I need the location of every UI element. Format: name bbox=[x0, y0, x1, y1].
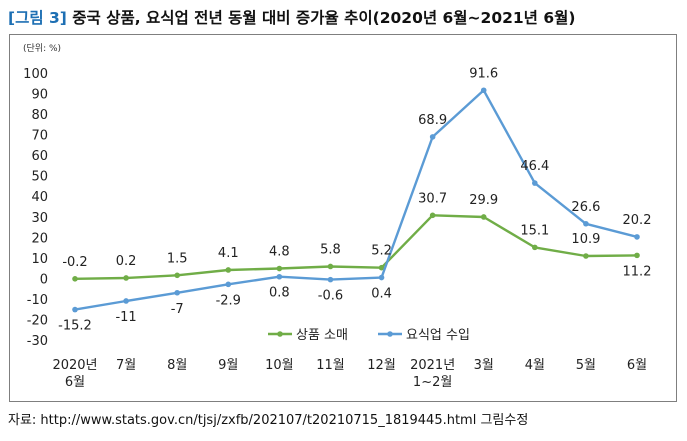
series-line-catering bbox=[74, 89, 638, 311]
data-label: 5.2 bbox=[371, 244, 392, 259]
data-label: 68.9 bbox=[418, 113, 447, 128]
data-label: -0.6 bbox=[318, 289, 343, 304]
x-tick-label: 7월 bbox=[116, 358, 136, 373]
data-point bbox=[583, 220, 589, 227]
y-tick-label: 60 bbox=[31, 149, 48, 164]
legend-swatch-marker bbox=[277, 331, 283, 337]
legend-label: 요식업 수입 bbox=[406, 328, 470, 343]
data-point bbox=[634, 234, 640, 240]
legend-swatch-marker bbox=[387, 331, 393, 337]
x-axis: 2020년 6월 7월 8월 9월 10월 11월 12월 2021년 1~2월 3월 4월 5월 6월 bbox=[52, 358, 647, 390]
data-point bbox=[225, 281, 232, 288]
data-point bbox=[327, 276, 334, 283]
data-label: 0.2 bbox=[116, 254, 137, 269]
x-tick-label: 10월 bbox=[265, 358, 294, 373]
x-tick-label: 6월 bbox=[627, 358, 647, 373]
data-point bbox=[378, 264, 385, 271]
data-label-layer: -0.2 0.2 1.5 4.1 4.8 5.8 5.2 30.7 29.9 15.1 10.9 11… bbox=[58, 66, 651, 333]
data-point bbox=[429, 134, 436, 140]
data-label: 4.1 bbox=[218, 246, 239, 261]
data-label: 1.5 bbox=[167, 251, 188, 266]
data-label: -0.2 bbox=[62, 255, 87, 270]
x-tick-label: 2021년 bbox=[410, 358, 455, 373]
y-tick-label: 0 bbox=[40, 272, 48, 287]
data-point bbox=[174, 289, 180, 296]
data-label: -2.9 bbox=[216, 293, 241, 308]
y-tick-label: 100 bbox=[23, 67, 48, 82]
data-label: 0.4 bbox=[371, 287, 392, 302]
y-tick-label: 30 bbox=[31, 211, 48, 226]
data-point bbox=[480, 87, 487, 94]
data-label: 5.8 bbox=[320, 242, 341, 257]
data-point bbox=[123, 275, 129, 281]
x-tick-label: 3월 bbox=[474, 358, 494, 373]
data-point bbox=[634, 252, 640, 259]
data-point bbox=[429, 212, 436, 219]
data-label: 26.6 bbox=[571, 200, 600, 215]
data-point bbox=[123, 298, 129, 304]
x-tick-label: 8월 bbox=[167, 358, 187, 373]
data-label: -15.2 bbox=[58, 319, 92, 334]
data-point bbox=[174, 272, 180, 279]
x-tick-label: 6월 bbox=[65, 375, 85, 390]
data-label: 20.2 bbox=[623, 213, 652, 228]
data-label: 4.8 bbox=[269, 245, 290, 260]
data-label: 46.4 bbox=[520, 159, 549, 174]
y-tick-label: 40 bbox=[31, 190, 48, 205]
source-note: 자료: http://www.stats.gov.cn/tjsj/zxfb/20… bbox=[8, 413, 529, 428]
y-tick-label: -30 bbox=[27, 334, 48, 349]
data-point bbox=[72, 306, 78, 313]
chart-title-text: 중국 상품, 요식업 전년 동월 대비 증가율 추이(2020년 6월~2021… bbox=[72, 9, 576, 27]
data-label: 30.7 bbox=[418, 191, 447, 206]
data-label: 29.9 bbox=[469, 193, 498, 208]
data-point bbox=[532, 244, 538, 251]
y-tick-label: 70 bbox=[31, 129, 48, 144]
line-chart: (단위: %) 1009080706050403020100-10-20-30 … bbox=[23, 43, 651, 390]
y-tick-label: 10 bbox=[31, 252, 48, 267]
x-tick-label: 1~2월 bbox=[413, 375, 452, 390]
data-point bbox=[276, 273, 283, 280]
data-point bbox=[327, 263, 334, 270]
y-tick-label: -20 bbox=[27, 313, 48, 328]
x-tick-label: 5월 bbox=[576, 358, 596, 373]
data-point bbox=[72, 275, 78, 282]
chart-title: [그림 3] 중국 상품, 요식업 전년 동월 대비 증가율 추이(2020년 … bbox=[8, 6, 575, 28]
x-tick-label: 2020년 bbox=[52, 358, 97, 373]
data-point bbox=[532, 180, 538, 186]
y-tick-label: 50 bbox=[31, 170, 48, 185]
series-line-goods bbox=[74, 214, 638, 280]
data-label: 91.6 bbox=[469, 66, 498, 81]
y-tick-label: 80 bbox=[31, 108, 48, 123]
x-tick-label: 9월 bbox=[218, 358, 238, 373]
data-label: -11 bbox=[115, 310, 136, 325]
data-point bbox=[583, 253, 589, 259]
x-tick-label: 11월 bbox=[316, 358, 345, 373]
x-tick-label: 4월 bbox=[525, 358, 545, 373]
legend-label: 상품 소매 bbox=[296, 328, 348, 343]
data-label: -7 bbox=[171, 302, 184, 317]
y-tick-label: 20 bbox=[31, 231, 48, 246]
figure-number: [그림 3] bbox=[8, 9, 67, 27]
data-label: 10.9 bbox=[571, 232, 600, 247]
data-label: 0.8 bbox=[269, 286, 290, 301]
unit-label: (단위: %) bbox=[23, 43, 61, 54]
y-tick-label: -10 bbox=[27, 293, 48, 308]
data-label: 15.1 bbox=[520, 223, 549, 238]
data-point bbox=[378, 274, 385, 281]
data-point bbox=[480, 214, 487, 220]
chart-panel: (단위: %) 100 90 80 70 60 50 40 30 20 10 0 -10 -20 -30 … bbox=[9, 34, 677, 402]
data-point bbox=[225, 267, 232, 273]
y-tick-label: 90 bbox=[31, 88, 48, 103]
data-point bbox=[276, 265, 283, 272]
x-tick-label: 12월 bbox=[367, 358, 396, 373]
legend: 상품 소매 요식업 수입 bbox=[268, 328, 470, 343]
data-label: 11.2 bbox=[623, 264, 652, 279]
series-layer bbox=[72, 87, 640, 313]
